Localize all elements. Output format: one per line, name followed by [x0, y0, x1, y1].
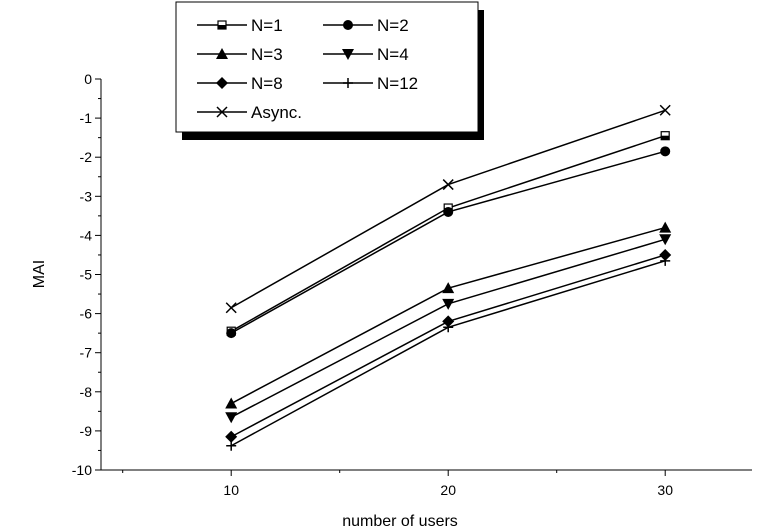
marker	[442, 315, 455, 328]
y-tick-label: 0	[84, 71, 92, 87]
marker	[225, 430, 238, 443]
legend-label: N=3	[251, 45, 283, 64]
marker	[659, 248, 672, 261]
x-tick-label: 30	[657, 482, 673, 498]
legend-entry: N=8	[197, 74, 283, 93]
legend-label: N=8	[251, 74, 283, 93]
marker	[443, 322, 454, 333]
y-tick-label: -5	[80, 267, 93, 283]
marker	[226, 328, 237, 339]
series-3	[225, 221, 672, 409]
marker	[443, 206, 454, 217]
legend-entry: N=3	[197, 45, 283, 64]
x-tick-label: 20	[440, 482, 456, 498]
y-tick-label: -1	[80, 110, 93, 126]
legend-entry: N=1	[197, 16, 283, 35]
series-2	[226, 146, 671, 339]
legend: N=1 N=2 N=3 N=4 N=8 N=12 Async.	[175, 1, 484, 140]
y-tick-label: -4	[80, 227, 93, 243]
marker	[342, 49, 354, 60]
legend-entry: N=2	[323, 16, 409, 35]
marker	[216, 77, 228, 89]
marker	[660, 255, 671, 266]
x-tick-label: 10	[223, 482, 239, 498]
axes: 0 -1 -2 -3 -4 -5 -6 -7 -8 -9 -10 10 20 30	[72, 71, 752, 498]
legend-label: N=4	[377, 45, 409, 64]
marker	[225, 397, 238, 409]
series-4	[225, 234, 672, 424]
marker	[660, 146, 671, 157]
x-axis-label: number of users	[342, 513, 458, 530]
series-7	[225, 104, 671, 314]
marker	[659, 221, 672, 233]
y-tick-label: -9	[80, 423, 93, 439]
y-tick-label: -7	[80, 345, 93, 361]
marker	[442, 298, 455, 310]
marker	[225, 302, 237, 314]
series-6	[226, 255, 671, 451]
legend-entry: N=4	[323, 45, 409, 64]
marker	[225, 412, 238, 424]
legend-label: N=12	[377, 74, 418, 93]
legend-label: N=2	[377, 16, 409, 35]
y-tick-label: -3	[80, 188, 93, 204]
legend-entry: N=12	[323, 74, 418, 93]
legend-entry: Async.	[197, 103, 302, 122]
marker-fill	[661, 135, 670, 140]
legend-label: N=1	[251, 16, 283, 35]
y-tick-label: -10	[72, 462, 92, 478]
y-tick-label: -6	[80, 306, 93, 322]
y-axis-label: MAI	[31, 260, 48, 288]
legend-label: Async.	[251, 103, 302, 122]
marker	[216, 48, 228, 59]
marker	[343, 78, 353, 88]
marker-fill	[218, 25, 226, 29]
series-layer	[225, 104, 672, 451]
marker	[659, 234, 672, 246]
y-tick-label: -8	[80, 384, 93, 400]
series-5	[225, 248, 672, 443]
marker	[442, 282, 455, 294]
marker	[343, 20, 353, 30]
marker	[226, 440, 237, 451]
marker	[659, 104, 671, 116]
marker	[442, 179, 454, 191]
y-tick-label: -2	[80, 149, 93, 165]
marker	[216, 106, 228, 118]
